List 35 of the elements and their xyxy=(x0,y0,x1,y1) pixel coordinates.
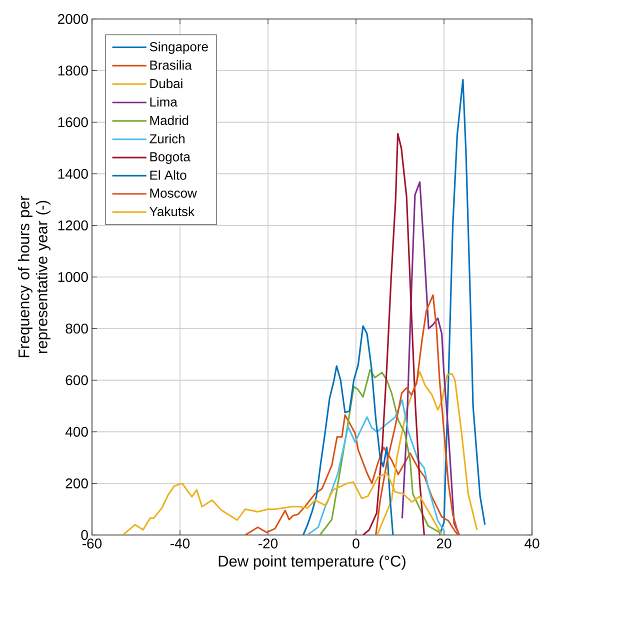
y-tick-label: 1800 xyxy=(58,66,88,76)
x-tick-label: -40 xyxy=(170,538,190,548)
x-tick-label: 20 xyxy=(436,538,452,548)
legend-label: Bogota xyxy=(150,152,190,164)
y-tick-label: 200 xyxy=(66,478,88,488)
y-tick-label: 2000 xyxy=(58,14,88,24)
x-tick-label: -20 xyxy=(258,538,278,548)
x-axis-title: Dew point temperature (°C) xyxy=(218,555,406,570)
line-series xyxy=(401,181,459,534)
line-series xyxy=(362,133,426,535)
legend-label: Dubai xyxy=(150,78,182,88)
x-tick-label: 40 xyxy=(524,538,540,548)
legend-label: Lima xyxy=(150,97,178,107)
legend-label: Madrid xyxy=(150,115,188,126)
legend-label: Brasilia xyxy=(150,60,192,70)
legend-label: El Alto xyxy=(150,170,186,180)
x-tick-label: 0 xyxy=(352,538,360,548)
y-tick-label: 800 xyxy=(66,324,88,334)
line-series xyxy=(302,325,394,535)
line-series xyxy=(438,78,486,535)
legend-label: Singapore xyxy=(150,42,208,54)
x-tick-label: -60 xyxy=(82,538,102,548)
y-tick-label: 1600 xyxy=(58,117,88,128)
y-tick-label: 0 xyxy=(81,530,88,540)
line-series xyxy=(306,399,446,535)
legend-label: Moscow xyxy=(150,188,197,198)
y-tick-label: 1400 xyxy=(58,168,88,179)
y-tick-label: 600 xyxy=(66,375,88,386)
y-tick-label: 1000 xyxy=(58,272,88,282)
y-tick-label: 1200 xyxy=(58,220,88,230)
y-axis-title: Frequency of hours per representative year (-) xyxy=(18,196,50,358)
legend-label: Yakutsk xyxy=(150,206,195,216)
line-series xyxy=(319,369,443,535)
legend-label: Zurich xyxy=(150,134,185,144)
y-tick-label: 400 xyxy=(65,426,88,437)
